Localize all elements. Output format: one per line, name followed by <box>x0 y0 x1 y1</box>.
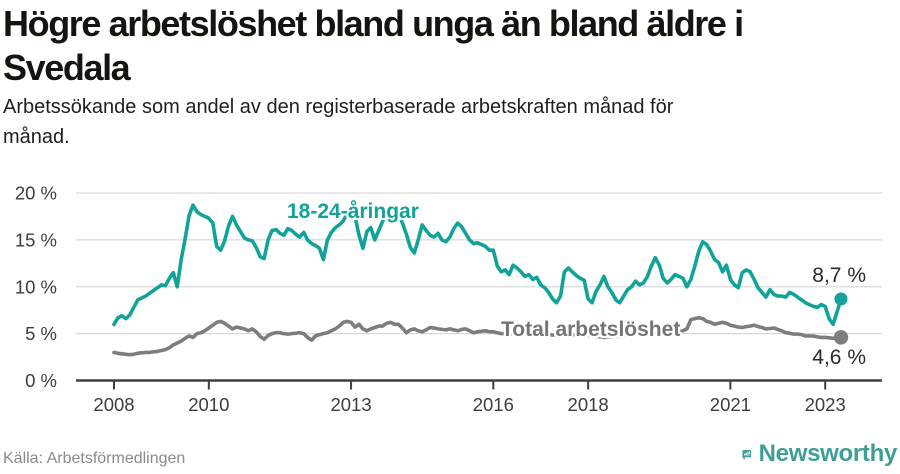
x-tick-label: 2010 <box>188 394 229 415</box>
page-subtitle: Arbetssökande som andel av den registerb… <box>3 92 673 152</box>
x-tick-label: 2023 <box>805 394 846 415</box>
y-tick-label: 20 % <box>15 183 57 204</box>
y-tick-label: 5 % <box>25 323 57 344</box>
youth-line <box>112 203 843 327</box>
newsworthy-wordmark: Newsworthy <box>758 440 898 467</box>
page-subtitle-line2: månad. <box>3 126 70 148</box>
newsworthy-logo[interactable]: Newsworthy <box>742 437 897 473</box>
series-label-youth: 18-24-åringar <box>287 200 419 223</box>
y-tick-label: 0 % <box>25 370 57 391</box>
y-tick-label: 15 % <box>15 229 57 250</box>
newsworthy-icon <box>742 450 752 460</box>
x-tick-label: 2016 <box>473 394 514 415</box>
total-line <box>112 315 843 357</box>
x-tick-label: 2021 <box>710 394 751 415</box>
page-subtitle-line1: Arbetssökande som andel av den registerb… <box>3 96 674 118</box>
page-title: Högre arbetslöshet bland unga än bland ä… <box>3 2 744 90</box>
x-tick-label: 2008 <box>93 394 134 415</box>
end-value-total: 4,6 % <box>812 346 866 369</box>
total-end-dot <box>833 330 849 345</box>
page-title-line1: Högre arbetslöshet bland unga än bland ä… <box>3 3 744 44</box>
series-label-total: Total arbetslöshet <box>501 318 681 341</box>
y-tick-label: 10 % <box>15 276 57 297</box>
end-value-youth: 8,7 % <box>812 264 866 287</box>
x-tick-label: 2013 <box>330 394 371 415</box>
x-tick-label: 2018 <box>568 394 609 415</box>
source-note: Källa: Arbetsförmedlingen <box>3 450 186 467</box>
youth-end-dot <box>834 292 848 306</box>
page-title-line2: Svedala <box>3 47 131 88</box>
